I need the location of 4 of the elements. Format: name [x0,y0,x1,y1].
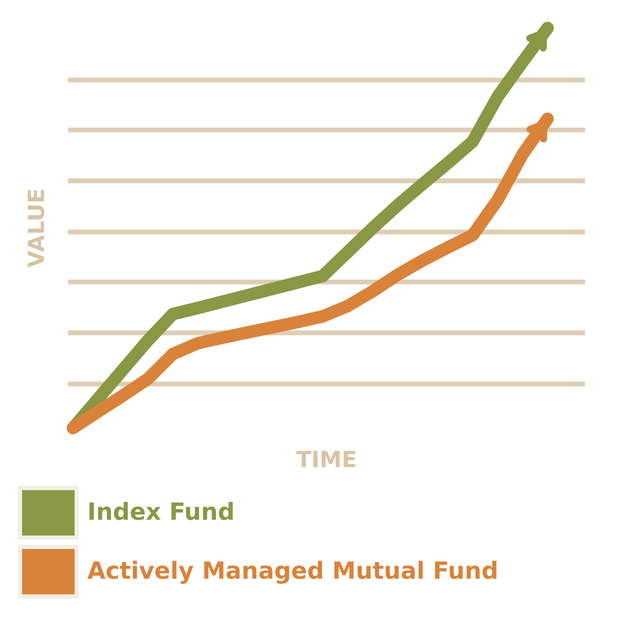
y-axis-title: VALUE [28,190,44,268]
x-axis-title: TIME [296,450,356,468]
legend-label: Actively Managed Mutual Fund [87,560,496,584]
legend-label: Index Fund [89,502,233,520]
